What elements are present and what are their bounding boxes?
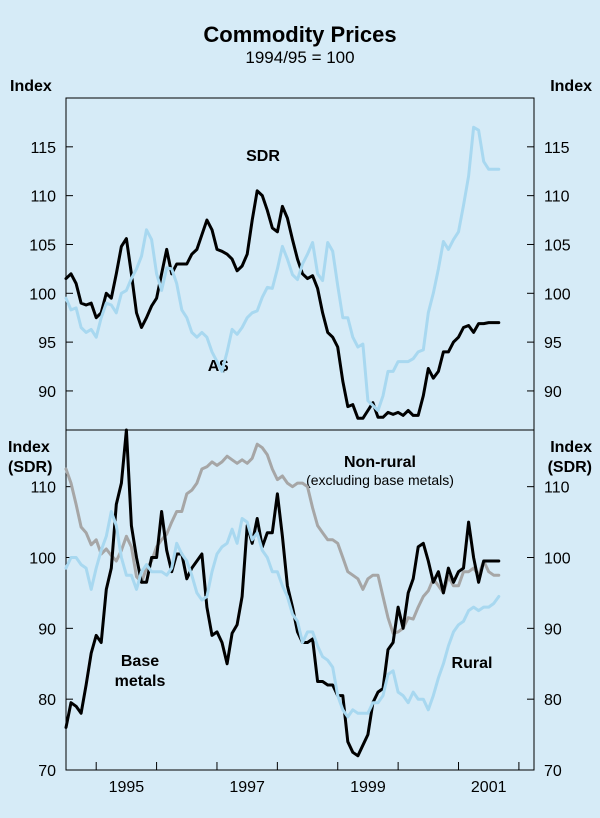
xtick-label: 1999 xyxy=(350,779,386,796)
top-left-axis-title: Index xyxy=(10,78,52,95)
ytick-right-label: 110 xyxy=(544,189,570,206)
ytick-right-label: 110 xyxy=(544,480,570,497)
ytick-left-label: 90 xyxy=(38,384,56,401)
ytick-right-label: 105 xyxy=(544,237,571,254)
ytick-left-label: 110 xyxy=(30,189,56,206)
ytick-left-label: 115 xyxy=(30,140,56,157)
xtick-label: 1997 xyxy=(229,779,265,796)
non-rural-series-note: (excluding base metals) xyxy=(306,472,454,488)
ytick-left-label: 70 xyxy=(38,763,56,780)
bottom-right-axis-title-line2: (SDR) xyxy=(548,459,592,476)
top-right-axis-title: Index xyxy=(550,78,592,95)
ytick-left-label: 80 xyxy=(38,692,56,709)
chart-title: Commodity Prices xyxy=(203,22,396,47)
series-line-a xyxy=(64,125,501,412)
series-layer xyxy=(64,125,501,758)
bottom-left-axis-title-line2: (SDR) xyxy=(8,459,52,476)
series-line-sdr xyxy=(64,189,501,420)
ytick-right-label: 90 xyxy=(544,384,562,401)
ytick-right-label: 90 xyxy=(544,621,562,638)
bottom-right-axis-title-line1: Index xyxy=(550,439,592,456)
ytick-left-label: 110 xyxy=(30,480,56,497)
tick-layer: 90 90 95 95 100 100 105 105 110 110 115 115 70 70 80 80… xyxy=(29,140,571,796)
ytick-left-label: 100 xyxy=(29,286,56,303)
ytick-right-label: 100 xyxy=(544,551,571,568)
rural-series-label: Rural xyxy=(452,655,493,672)
ytick-right-label: 100 xyxy=(544,286,571,303)
plot-border xyxy=(65,97,535,771)
chart-subtitle: 1994/95 = 100 xyxy=(245,48,354,67)
base-metals-series-label-line2: metals xyxy=(115,673,166,690)
series-line-rural xyxy=(64,510,501,719)
series-line-base-metals xyxy=(64,428,501,758)
ytick-left-label: 100 xyxy=(29,551,56,568)
plot-frame xyxy=(65,97,535,771)
ytick-left-label: 95 xyxy=(38,335,56,352)
ytick-right-label: 70 xyxy=(544,763,562,780)
bottom-left-axis-title-line1: Index xyxy=(8,439,50,456)
ytick-right-label: 115 xyxy=(544,140,570,157)
xtick-label: 1995 xyxy=(109,779,145,796)
non-rural-series-label: Non-rural xyxy=(344,454,416,471)
sdr-series-label: SDR xyxy=(246,148,280,165)
ytick-left-label: 90 xyxy=(38,621,56,638)
ytick-right-label: 80 xyxy=(544,692,562,709)
ytick-right-label: 95 xyxy=(544,335,562,352)
xtick-label: 2001 xyxy=(471,779,507,796)
ytick-left-label: 105 xyxy=(29,237,56,254)
base-metals-series-label-line1: Base xyxy=(121,653,159,670)
